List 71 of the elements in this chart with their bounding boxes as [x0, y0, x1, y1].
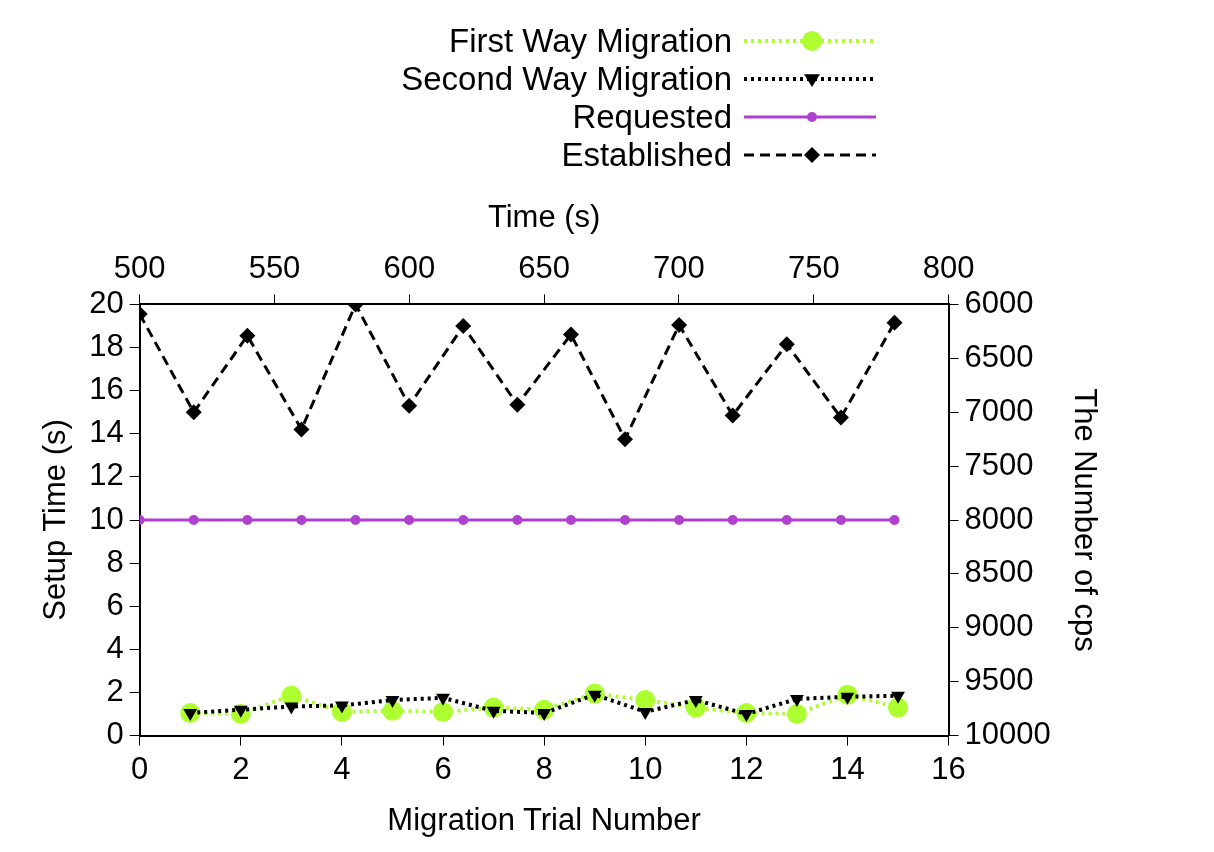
- y-tick-label: 8: [106, 543, 124, 579]
- point: [724, 407, 741, 424]
- point: [832, 409, 849, 426]
- point: [455, 317, 472, 334]
- legend-label: Second Way Migration: [401, 60, 732, 98]
- legend-label: First Way Migration: [449, 22, 732, 60]
- point: [401, 397, 418, 414]
- x2-tick-label: 800: [922, 250, 975, 286]
- y-tick-label: 20: [89, 284, 124, 320]
- y-tick-label: 16: [89, 371, 124, 407]
- point: [727, 515, 738, 525]
- y-tick-label: 4: [106, 629, 124, 665]
- x2-tick-label: 650: [518, 250, 571, 286]
- y2-tick-label: 8000: [964, 500, 1034, 536]
- legend-label: Requested: [572, 98, 732, 136]
- x2-tick-label: 600: [383, 250, 436, 286]
- y-tick-label: 6: [106, 586, 124, 622]
- point: [671, 316, 688, 333]
- x-tick-label: 8: [535, 750, 553, 786]
- y2-axis-title: The Number of cps: [1067, 388, 1103, 652]
- point: [185, 404, 202, 421]
- x-tick-label: 12: [729, 750, 764, 786]
- point: [835, 515, 846, 525]
- x-axis-title: Migration Trial Number: [387, 801, 701, 837]
- point: [889, 515, 900, 525]
- y-tick-label: 18: [89, 328, 124, 364]
- x2-tick-label: 750: [787, 250, 840, 286]
- y2-tick-label: 9500: [964, 662, 1034, 698]
- x-tick-label: 6: [434, 750, 452, 786]
- point: [296, 515, 307, 525]
- point: [886, 314, 903, 331]
- y-tick-label: 14: [89, 414, 124, 450]
- legend-label: Established: [561, 136, 732, 174]
- x-tick-label: 10: [628, 750, 663, 786]
- x-tick-label: 16: [931, 750, 966, 786]
- y-tick-label: 2: [106, 673, 124, 709]
- y2-tick-label: 6000: [964, 284, 1034, 320]
- point: [620, 515, 631, 525]
- point: [565, 515, 576, 525]
- x2-axis-title: Time (s): [487, 199, 601, 235]
- point: [512, 515, 523, 525]
- x-tick-label: 4: [333, 750, 351, 786]
- point: [350, 515, 361, 525]
- point: [562, 326, 579, 343]
- y2-tick-label: 7500: [964, 446, 1034, 482]
- point: [778, 336, 795, 353]
- y2-tick-label: 9000: [964, 608, 1034, 644]
- point: [509, 396, 526, 413]
- y2-tick-label: 6500: [964, 338, 1034, 374]
- y2-tick-label: 8500: [964, 554, 1034, 590]
- y2-tick-label: 7000: [964, 392, 1034, 428]
- x2-tick-label: 700: [653, 250, 705, 286]
- x-tick-label: 2: [232, 750, 250, 786]
- x-tick-label: 14: [830, 750, 865, 786]
- point: [617, 431, 634, 448]
- point: [674, 515, 685, 525]
- y-tick-label: 12: [89, 457, 124, 493]
- point: [458, 515, 469, 525]
- y-tick-label: 0: [106, 716, 124, 752]
- point: [242, 515, 253, 525]
- x2-tick-label: 500: [113, 250, 166, 286]
- x2-tick-label: 550: [248, 250, 301, 286]
- x-tick-label: 0: [131, 750, 149, 786]
- y-axis-title: Setup Time (s): [37, 419, 73, 621]
- point: [781, 515, 792, 525]
- point: [293, 421, 310, 438]
- point: [239, 327, 256, 344]
- point: [404, 515, 415, 525]
- y2-tick-label: 10000: [964, 716, 1051, 752]
- y-tick-label: 10: [89, 500, 124, 536]
- point: [188, 515, 199, 525]
